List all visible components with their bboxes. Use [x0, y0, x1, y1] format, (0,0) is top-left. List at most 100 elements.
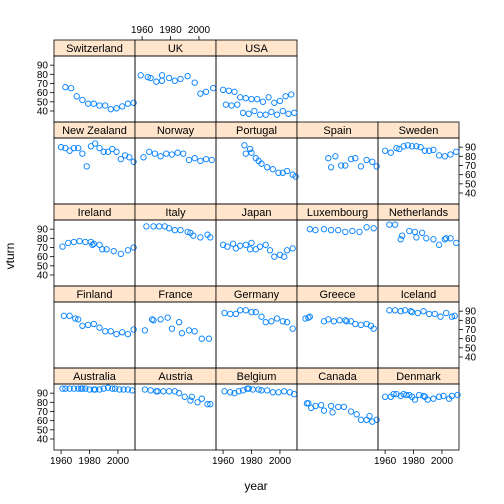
data-point [441, 153, 448, 160]
data-point [107, 328, 114, 335]
data-point [248, 308, 255, 316]
data-point [164, 314, 171, 321]
data-point [100, 148, 107, 155]
data-point [285, 110, 292, 117]
data-point [73, 93, 80, 100]
data-point [92, 140, 99, 147]
panel-italy: Italy [134, 203, 217, 287]
data-point [406, 227, 413, 235]
strip-label: Spain [323, 125, 351, 137]
data-point [320, 407, 328, 414]
data-point [273, 111, 281, 118]
data-point [227, 310, 234, 318]
strip-label: Italy [165, 207, 186, 219]
data-point [306, 226, 313, 233]
data-point [117, 250, 124, 258]
data-point [363, 224, 370, 231]
data-point [70, 238, 78, 246]
x-tick-label: 1960 [212, 456, 235, 467]
panel-switzerland: Switzerland [53, 39, 137, 123]
data-point [397, 236, 404, 243]
data-point [448, 313, 456, 320]
data-point [256, 243, 264, 250]
panel-ireland: Ireland [53, 203, 137, 287]
strip-label: Iceland [401, 289, 436, 301]
data-point [232, 310, 240, 318]
data-point [320, 226, 328, 233]
strip-label: Switzerland [66, 43, 123, 55]
data-point [237, 94, 244, 101]
panel-finland: Finland [53, 285, 137, 369]
y-tick-label: 50 [37, 261, 49, 272]
data-point [435, 393, 443, 400]
data-point [60, 312, 68, 319]
panel-austria: Austria [134, 367, 217, 451]
data-point [418, 229, 426, 236]
data-point [194, 399, 201, 406]
data-point [75, 144, 82, 152]
data-point [137, 72, 144, 79]
data-point [242, 307, 249, 314]
data-point [190, 232, 197, 239]
data-point [160, 388, 167, 395]
data-point [207, 234, 214, 241]
data-point [343, 318, 350, 325]
data-point [96, 386, 103, 393]
data-point [124, 247, 132, 254]
x-tick-label: 2000 [188, 25, 211, 36]
data-point [443, 235, 450, 242]
data-point [246, 246, 254, 253]
data-point [141, 386, 149, 393]
data-point [175, 319, 183, 326]
y-tick-label: 40 [465, 353, 477, 364]
data-point [66, 312, 73, 319]
panel-greece: Greece [296, 285, 379, 369]
data-point [113, 105, 120, 112]
strip-label: USA [245, 43, 268, 55]
data-point [130, 99, 137, 106]
y-tick-label: 90 [37, 61, 49, 72]
data-point [205, 335, 213, 342]
panel-frame [53, 383, 136, 451]
panel-france: France [134, 285, 217, 369]
data-point [197, 234, 204, 241]
data-point [237, 307, 244, 314]
data-point [342, 317, 349, 324]
panel-frame [53, 219, 136, 287]
data-point [84, 321, 92, 329]
y-tick-label: 50 [37, 425, 49, 436]
data-point [165, 388, 173, 395]
x-tick-label: 1980 [402, 456, 425, 467]
strip-label: Belgium [237, 371, 277, 383]
data-point [453, 239, 460, 247]
data-point [404, 142, 411, 149]
data-point [447, 151, 454, 158]
data-point [435, 241, 443, 248]
data-point [242, 95, 249, 102]
data-point [400, 143, 407, 150]
data-point [228, 102, 235, 109]
panel-frame [377, 301, 460, 369]
data-point [224, 243, 231, 250]
data-point [168, 151, 176, 158]
data-point [191, 155, 198, 162]
data-point [202, 88, 210, 95]
data-point [70, 385, 78, 392]
panel-frame [53, 55, 136, 123]
data-point [187, 397, 194, 404]
data-point [305, 314, 312, 321]
data-point [430, 236, 437, 243]
strip-label: Germany [234, 289, 280, 301]
data-point [124, 330, 132, 338]
data-point [104, 148, 112, 155]
data-point [357, 163, 365, 170]
data-point [269, 389, 276, 396]
data-point [210, 84, 217, 92]
data-point [111, 385, 119, 392]
panel-usa: USA [215, 39, 298, 123]
strip-label: Portugal [236, 125, 277, 137]
strip-label: Ireland [78, 207, 112, 219]
data-point [426, 310, 433, 318]
data-point [197, 157, 204, 165]
data-point [150, 317, 157, 324]
